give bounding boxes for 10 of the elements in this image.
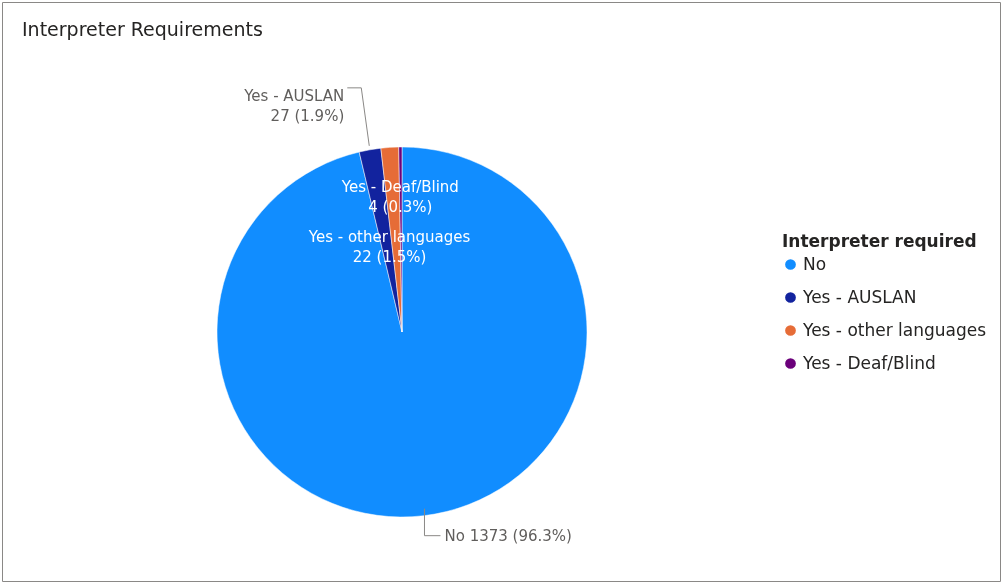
- legend-label: Yes - AUSLAN: [802, 286, 917, 307]
- legend-title: Interpreter required: [782, 231, 977, 251]
- legend-label: Yes - Deaf/Blind: [802, 352, 936, 373]
- legend-label: Yes - other languages: [802, 319, 987, 340]
- data-label: 27 (1.9%): [270, 106, 345, 125]
- chart-title: Interpreter Requirements: [22, 18, 263, 40]
- slice-label: Yes - AUSLAN: [243, 86, 345, 105]
- category-label: No 1373 (96.3%): [444, 526, 572, 545]
- legend-label: No: [803, 253, 827, 274]
- pie-slice: [216, 146, 588, 517]
